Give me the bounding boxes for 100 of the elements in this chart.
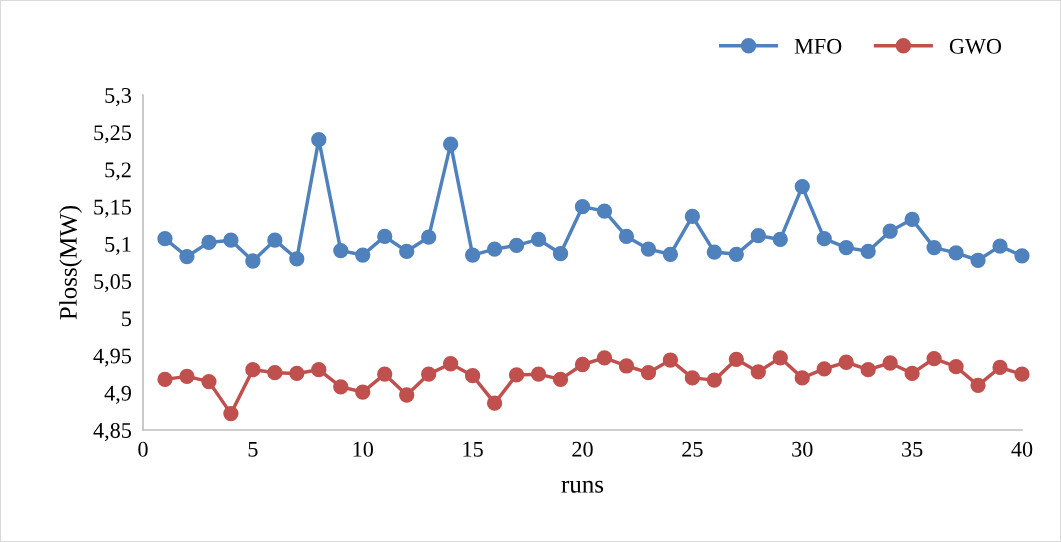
point bbox=[245, 362, 261, 378]
point bbox=[926, 239, 942, 256]
point bbox=[355, 247, 371, 263]
legend-label: MFO bbox=[794, 38, 842, 54]
point bbox=[948, 359, 964, 375]
point bbox=[640, 365, 657, 381]
y-tick-label: 5,1 bbox=[105, 236, 131, 256]
point bbox=[311, 132, 327, 148]
point bbox=[882, 355, 898, 371]
x-tick-label: 5 bbox=[248, 441, 258, 457]
point bbox=[267, 232, 283, 248]
point bbox=[838, 354, 854, 370]
point bbox=[706, 244, 722, 260]
x-axis-title: runs bbox=[561, 480, 604, 493]
y-tick-label: 4,9 bbox=[104, 385, 131, 404]
y-axis-title: Ploss(MW) bbox=[59, 205, 82, 320]
point bbox=[904, 211, 920, 227]
point bbox=[728, 246, 744, 262]
point bbox=[772, 350, 788, 366]
x-tick-label: 20 bbox=[572, 441, 593, 457]
x-tick-label: 40 bbox=[1011, 441, 1033, 457]
point bbox=[640, 241, 657, 257]
point bbox=[157, 231, 173, 247]
point bbox=[816, 361, 832, 377]
point bbox=[948, 245, 964, 261]
point bbox=[530, 231, 547, 248]
point bbox=[706, 372, 722, 388]
legend-label: GWO bbox=[949, 38, 1002, 54]
point bbox=[992, 359, 1008, 376]
point bbox=[179, 368, 195, 385]
point bbox=[926, 350, 942, 367]
point bbox=[552, 371, 569, 388]
point bbox=[816, 231, 832, 247]
point bbox=[179, 248, 195, 265]
point bbox=[882, 223, 898, 239]
point bbox=[596, 350, 613, 366]
point bbox=[728, 351, 744, 367]
point bbox=[486, 241, 503, 257]
point bbox=[464, 368, 481, 384]
point bbox=[289, 365, 305, 382]
point bbox=[684, 370, 701, 386]
point bbox=[662, 352, 679, 368]
point bbox=[508, 237, 525, 254]
point bbox=[333, 379, 349, 395]
point bbox=[421, 366, 437, 382]
point bbox=[201, 234, 217, 251]
point bbox=[201, 373, 217, 390]
point bbox=[508, 367, 525, 383]
point bbox=[904, 365, 920, 382]
point bbox=[794, 370, 810, 386]
point bbox=[618, 358, 635, 374]
y-tick-label: 5,05 bbox=[94, 274, 132, 293]
point bbox=[750, 228, 766, 244]
x-tick-label: 35 bbox=[902, 441, 923, 457]
point bbox=[574, 356, 591, 373]
point bbox=[750, 364, 766, 380]
point bbox=[245, 253, 261, 269]
point bbox=[618, 228, 635, 245]
point bbox=[860, 362, 876, 378]
point bbox=[443, 136, 459, 152]
point bbox=[223, 405, 239, 422]
y-tick-label: 5,15 bbox=[94, 199, 132, 218]
x-tick-label: 10 bbox=[353, 441, 374, 457]
point bbox=[1014, 248, 1030, 264]
point bbox=[838, 239, 854, 256]
point bbox=[157, 371, 173, 388]
y-tick-label: 5 bbox=[122, 311, 132, 327]
point bbox=[970, 377, 986, 393]
y-tick-label: 5,3 bbox=[105, 87, 132, 107]
x-tick-label: 15 bbox=[463, 441, 483, 457]
point bbox=[421, 229, 437, 245]
point bbox=[530, 366, 547, 382]
point bbox=[267, 365, 283, 381]
point bbox=[443, 356, 459, 372]
x-tick-label: 25 bbox=[682, 441, 703, 457]
y-tick-label: 5,2 bbox=[105, 162, 131, 181]
point bbox=[1014, 366, 1030, 382]
y-tick-label: 5,25 bbox=[94, 125, 132, 144]
point bbox=[355, 384, 371, 400]
x-tick-label: 0 bbox=[138, 441, 148, 457]
point bbox=[223, 232, 239, 248]
point bbox=[399, 243, 415, 259]
point bbox=[486, 395, 503, 411]
point bbox=[772, 231, 788, 248]
point bbox=[333, 242, 349, 259]
point bbox=[860, 243, 876, 259]
y-tick-label: 4,85 bbox=[93, 422, 132, 442]
point bbox=[289, 251, 305, 267]
point bbox=[464, 247, 481, 263]
point bbox=[574, 199, 591, 215]
x-tick-label: 30 bbox=[792, 441, 813, 457]
point bbox=[399, 387, 415, 403]
y-tick-label: 4,95 bbox=[93, 348, 132, 367]
point bbox=[684, 208, 701, 224]
point bbox=[970, 252, 986, 268]
point bbox=[377, 228, 393, 245]
point bbox=[596, 203, 613, 219]
point bbox=[377, 366, 393, 382]
point bbox=[992, 238, 1008, 254]
point bbox=[552, 245, 569, 262]
